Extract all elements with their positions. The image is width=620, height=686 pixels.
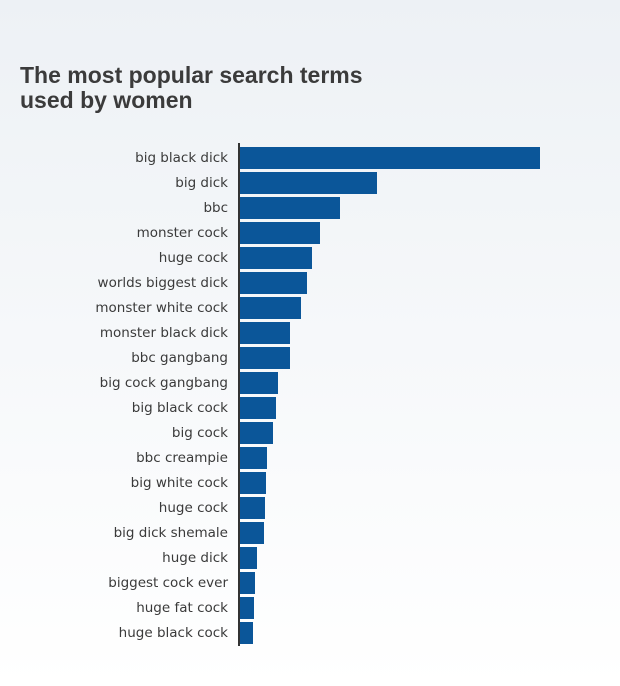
chart-subtitle: used by women — [20, 87, 193, 113]
chart-title: The most popular search terms — [20, 62, 363, 88]
category-label: big dick — [175, 175, 228, 191]
bar — [240, 422, 273, 444]
bar — [240, 322, 290, 344]
category-label: huge fat cock — [136, 600, 228, 616]
category-label: huge cock — [159, 250, 228, 266]
bar — [240, 297, 301, 319]
bar — [240, 447, 267, 469]
bar — [240, 147, 540, 169]
bar — [240, 197, 340, 219]
bar — [240, 372, 278, 394]
category-label: bbc creampie — [136, 450, 228, 466]
category-label: big white cock — [131, 475, 229, 491]
bar — [240, 572, 255, 594]
category-label: huge cock — [159, 500, 228, 516]
bar — [240, 397, 276, 419]
category-label: monster black dick — [100, 325, 228, 341]
category-label: big dick shemale — [114, 525, 228, 541]
category-label: biggest cock ever — [108, 575, 228, 591]
category-label: bbc gangbang — [131, 350, 228, 366]
category-label: huge black cock — [119, 625, 229, 641]
bar — [240, 247, 312, 269]
category-label: big black cock — [132, 400, 228, 416]
bar — [240, 597, 254, 619]
category-label: big cock — [172, 425, 228, 441]
category-label: monster white cock — [95, 300, 228, 316]
bar — [240, 622, 253, 644]
bar — [240, 522, 264, 544]
bar — [240, 472, 266, 494]
bar — [240, 547, 257, 569]
bar — [240, 347, 290, 369]
category-label: monster cock — [137, 225, 229, 241]
bar — [240, 222, 320, 244]
category-label: huge dick — [162, 550, 228, 566]
category-label: big cock gangbang — [100, 375, 228, 391]
bar — [240, 272, 307, 294]
bar — [240, 172, 377, 194]
category-label: big black dick — [135, 150, 228, 166]
bar — [240, 497, 265, 519]
category-label: bbc — [203, 200, 228, 216]
category-label: worlds biggest dick — [98, 275, 229, 291]
